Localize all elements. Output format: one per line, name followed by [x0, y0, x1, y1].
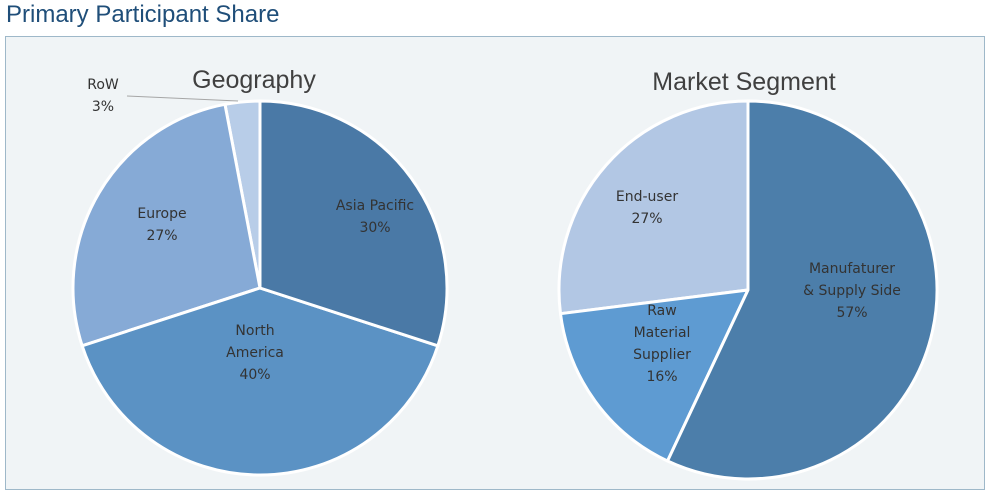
slice-category-label: Asia Pacific	[336, 198, 414, 214]
slice-value-label: 27%	[146, 228, 177, 244]
slice-category-label: Europe	[137, 206, 186, 222]
slice-value-label: 57%	[836, 305, 867, 321]
geo-label-north-america: North America 40%	[226, 323, 284, 383]
page-title: Primary Participant Share	[6, 1, 280, 28]
slice-value-label: 30%	[359, 220, 390, 236]
slice-value-label: 3%	[92, 99, 114, 115]
market-segment-chart-title: Market Segment	[652, 68, 835, 96]
geography-pie-chart: Geography Asia Pacific 30% North America 40%…	[71, 66, 449, 477]
geography-chart-title: Geography	[192, 66, 316, 94]
slice-category-label: & Supply Side	[803, 283, 901, 299]
slice-value-label: 16%	[646, 369, 677, 385]
seg-slice-raw-material-supplier	[558, 288, 750, 463]
geo-label-row: RoW 3%	[87, 77, 119, 115]
seg-slice-manufaturer-supply-side	[666, 99, 939, 481]
geo-leader-line-row	[126, 95, 239, 102]
seg-label-manufaturer-supply-side: Manufaturer & Supply Side 57%	[803, 261, 901, 321]
geo-slice-asia-pacific	[258, 99, 449, 348]
geo-label-asia-pacific: Asia Pacific 30%	[336, 198, 414, 236]
seg-label-raw-material-supplier: Raw Material Supplier 16%	[633, 303, 691, 385]
geo-slice-north-america	[80, 286, 440, 477]
slice-category-label: Raw	[647, 303, 676, 319]
slice-category-label: End-user	[616, 189, 678, 205]
slice-category-label: Manufaturer	[809, 261, 895, 277]
slice-category-label: Supplier	[633, 347, 691, 363]
slice-category-label: Material	[634, 325, 691, 341]
slice-value-label: 27%	[631, 211, 662, 227]
slice-category-label: RoW	[87, 77, 119, 93]
seg-slice-end-user	[557, 99, 750, 316]
geo-slice-europe	[71, 102, 262, 348]
slice-value-label: 40%	[239, 367, 270, 383]
slice-category-label: America	[226, 345, 284, 361]
seg-label-end-user: End-user 27%	[616, 189, 678, 227]
market-segment-pie-chart: Market Segment Manufaturer & Supply Side 5…	[557, 68, 939, 481]
slice-category-label: North	[235, 323, 274, 339]
geo-label-europe: Europe 27%	[137, 206, 186, 244]
